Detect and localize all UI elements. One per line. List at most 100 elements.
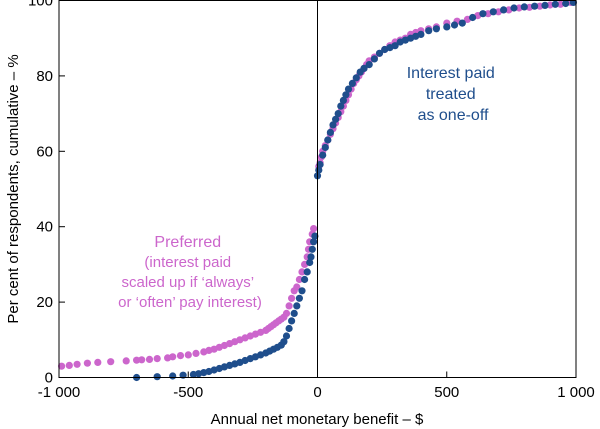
x-tick-label: 0 [313,384,321,401]
data-point [375,49,384,57]
data-point [337,102,345,110]
data-point [122,357,130,365]
y-tick-label: 60 [36,143,53,160]
x-tick-label: 500 [434,384,459,401]
series-layer [58,0,577,382]
data-point [298,268,306,276]
y-axis-ticks: 0 20 40 60 80 100 [28,0,65,387]
data-point [365,61,373,69]
data-point [329,121,337,129]
data-point [332,115,340,123]
data-point [450,21,459,29]
x-tick-label: -500 [173,384,203,401]
data-point [301,275,309,284]
data-point [310,238,318,246]
data-point [285,302,293,310]
y-tick-label: 0 [45,370,53,387]
annotation-preferred-line-1: Preferred [154,234,221,251]
data-point [295,275,303,284]
data-point [432,25,440,33]
data-point [280,338,288,346]
data-point [500,6,508,14]
data-point [282,332,291,340]
annotation-one-off: Interest paid treated as one-off [407,65,500,124]
data-point [308,245,316,253]
y-tick-label: 100 [28,0,53,10]
data-point [339,96,347,104]
data-point [324,136,332,144]
data-point [489,8,497,16]
annotation-one-off-line-2: treated [426,86,476,103]
data-point [290,309,298,317]
data-point [58,362,66,370]
data-point [153,373,161,381]
data-point [417,30,425,38]
data-point [569,0,577,6]
data-point [288,294,296,302]
annotation-one-off-line-1: Interest paid [407,65,495,82]
annotation-preferred-line-2: (interest paid [144,254,231,271]
data-point [306,258,314,267]
data-point [303,268,311,276]
data-point [153,355,161,363]
data-point [520,3,528,11]
annotation-one-off-line-3: as one-off [418,107,489,124]
data-point [295,294,303,302]
data-point [94,358,102,366]
series-preferred [58,0,575,370]
data-point [541,1,549,9]
data-point [425,27,433,35]
data-point [285,324,293,333]
data-point [443,23,451,31]
series-one_off [133,0,577,382]
annotation-preferred-line-3: scaled up if ‘always’ [121,274,254,291]
data-point [510,4,518,12]
data-point [316,160,324,169]
data-point [391,42,399,50]
data-point [370,55,378,63]
y-tick-label: 80 [36,68,53,85]
data-point [551,0,559,8]
x-axis-ticks: -1 000 -500 0 500 1 000 [38,371,595,401]
x-axis-label: Annual net monetary benefit – $ [211,411,424,428]
data-point [307,253,315,261]
data-point [344,85,353,93]
data-point [311,232,319,240]
y-tick-label: 20 [36,294,53,311]
data-point [479,10,487,18]
data-point [298,287,306,295]
data-point [169,372,177,380]
data-point [138,356,146,364]
data-point [310,225,318,233]
annotation-preferred: Preferred (interest paid scaled up if ‘a… [118,234,262,311]
data-point [288,317,296,325]
y-tick-label: 40 [36,219,53,236]
data-point [458,19,466,27]
data-point [73,360,81,368]
data-point [65,361,73,369]
data-point [321,143,329,152]
data-point [348,79,356,87]
data-point [293,283,301,291]
data-point [293,302,301,310]
data-point [334,110,342,118]
data-point [169,353,177,361]
data-point [145,355,154,363]
data-point [562,0,570,8]
data-point [531,2,539,10]
data-point [352,74,360,82]
y-axis-label: Per cent of respondents, cumulative – % [5,54,22,323]
data-point [469,13,477,22]
data-point [326,128,334,136]
annotation-preferred-line-4: or ‘often’ pay interest) [118,294,262,311]
data-point [319,151,327,159]
x-tick-label: -1 000 [38,384,81,401]
x-tick-label: 1 000 [557,384,595,401]
data-point [176,352,185,360]
data-point [360,64,368,72]
data-point [192,349,200,357]
data-point [83,359,91,367]
data-point [107,358,115,366]
data-point [342,91,350,99]
